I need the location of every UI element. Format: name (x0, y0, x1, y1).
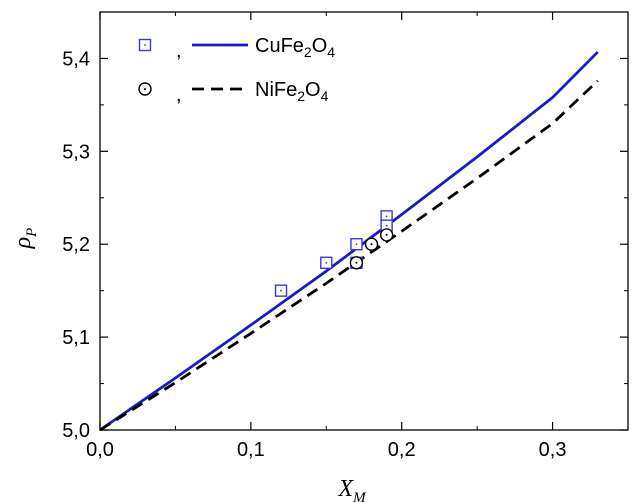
legend-subscript: 2 (304, 44, 312, 60)
y-axis-subscript: P (24, 228, 40, 238)
y-tick-label: 5,4 (62, 48, 90, 70)
data-point-center-dot (370, 243, 373, 246)
plot-frame (99, 11, 629, 431)
legend: , CuFe2O4, NiFe2O4 (138, 35, 335, 106)
data-point-center-dot (355, 243, 358, 246)
x-tick-label: 0,3 (539, 439, 567, 461)
legend-text-part: NiFe (255, 79, 297, 101)
legend-text-part: CuFe (255, 35, 304, 57)
data-point-center-dot (325, 261, 328, 264)
legend-marker-dot (144, 44, 146, 46)
data-point-center-dot (385, 233, 388, 236)
y-tick-label: 5,2 (62, 234, 90, 256)
legend-label: CuFe2O4 (255, 35, 335, 60)
y-tick-label: 5,0 (62, 420, 90, 442)
x-tick-label: 0,0 (86, 439, 114, 461)
y-tick-label: 5,1 (62, 327, 90, 349)
plot-area (99, 50, 599, 432)
series-line-nife2o4 (99, 79, 599, 432)
data-point-center-dot (385, 215, 388, 218)
axes-frame (99, 11, 629, 431)
legend-marker-dot (144, 88, 146, 90)
x-tick-label: 0,1 (237, 439, 265, 461)
y-axis-symbol: ρ (10, 237, 36, 250)
x-tick-label: 0,2 (388, 439, 416, 461)
y-tick-label: 5,3 (62, 141, 90, 163)
x-axis-subscript: M (352, 490, 367, 502)
legend-subscript: 4 (327, 44, 335, 60)
legend-separator: , (176, 84, 182, 106)
y-axis-title: ρP (10, 228, 40, 250)
legend-subscript: 2 (297, 88, 305, 104)
data-point-center-dot (385, 224, 388, 227)
legend-subscript: 4 (321, 88, 329, 104)
legend-separator: , (176, 40, 182, 62)
data-point-center-dot (355, 261, 358, 264)
data-point-center-dot (280, 289, 282, 292)
series-line-cufe2o4 (99, 50, 599, 432)
legend-text-part: O (305, 79, 321, 101)
legend-label: NiFe2O4 (255, 79, 329, 104)
x-axis-symbol: X (337, 476, 354, 502)
x-axis-title: XM (337, 476, 367, 502)
tick-labels: 0,0 0,1 0,2 0,3 5,0 5,1 5,2 5,3 5,4 (62, 48, 566, 461)
legend-text-part: O (312, 35, 328, 57)
